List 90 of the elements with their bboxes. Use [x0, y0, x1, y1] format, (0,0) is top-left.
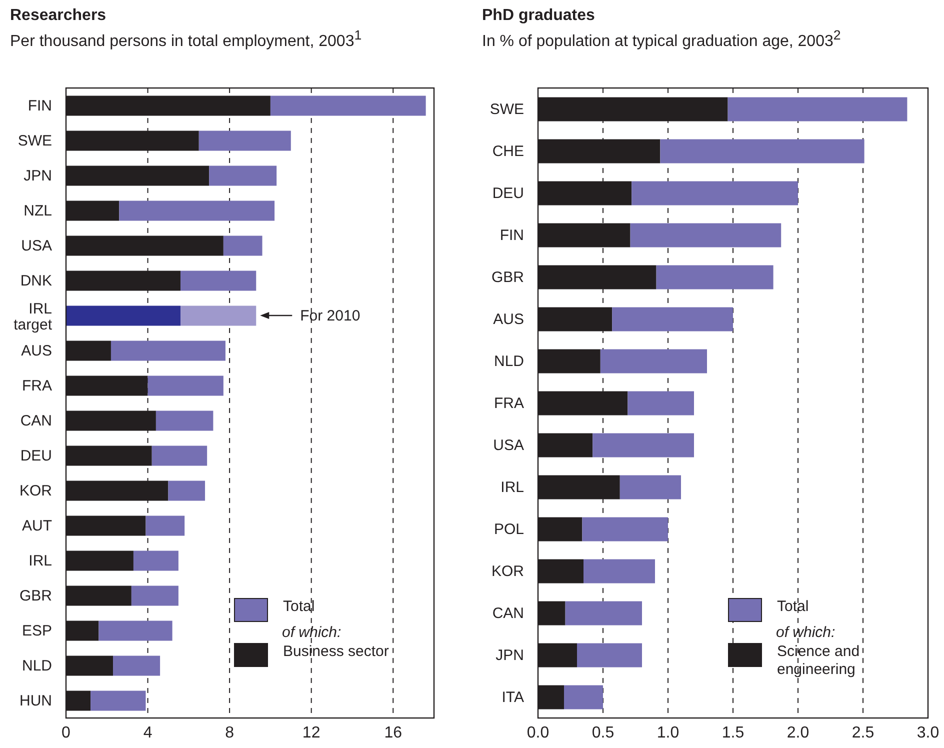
bar [223, 236, 262, 256]
y-tick-label: FIN [28, 98, 52, 114]
y-tick-label: ITA [502, 689, 524, 706]
y-tick-label: USA [493, 437, 524, 454]
y-tick-label: DNK [20, 272, 52, 290]
y-tick-label: CHE [492, 143, 524, 160]
x-tick-label: 4 [143, 724, 152, 742]
y-tick-label: KOR [491, 563, 524, 580]
bar [565, 601, 642, 626]
y-tick-label: FRA [22, 378, 52, 394]
y-tick-label: FRA [494, 395, 524, 412]
y-tick-label: IRL [500, 479, 524, 496]
bar [152, 446, 208, 466]
y-tick-label: NZL [24, 202, 52, 220]
y-tick-label: AUS [21, 342, 52, 360]
y-tick-label: DEU [20, 448, 52, 464]
bar [198, 130, 291, 151]
y-tick-label: IRL [28, 552, 52, 570]
bar [180, 270, 256, 291]
bar [168, 480, 206, 501]
bar [90, 690, 146, 711]
bar [133, 550, 178, 571]
bar [660, 139, 864, 164]
y-tick-label: CAN [20, 412, 52, 430]
bar [98, 620, 172, 641]
y-tick-label: GBR [19, 588, 52, 604]
y-tick-label: JPN [496, 647, 524, 664]
x-tick-label: 1.0 [656, 724, 680, 742]
bar [270, 96, 426, 116]
legend-label: Business sector [283, 643, 390, 661]
bar [180, 306, 256, 326]
bar [113, 656, 160, 676]
y-tick-label: AUT [22, 518, 52, 534]
bar [156, 410, 214, 431]
y-tick-label: JPN [24, 168, 52, 184]
y-tick-label: NLD [494, 353, 524, 370]
x-tick-label: 2.5 [852, 724, 874, 742]
bar [209, 166, 277, 186]
x-tick-label: 1.5 [722, 724, 744, 742]
y-tick-label: NLD [22, 658, 52, 674]
y-tick-label: FIN [500, 227, 524, 244]
y-tick-label: CAN [492, 605, 524, 622]
y-tick-label: AUS [493, 311, 524, 328]
x-tick-label: 16 [384, 724, 402, 742]
chart-title: PhD graduates [482, 7, 595, 24]
bar [632, 181, 798, 206]
y-tick-label: DEU [492, 185, 524, 202]
bar [630, 223, 782, 248]
x-tick-label: 12 [302, 724, 320, 742]
bar [656, 265, 774, 290]
bar [628, 391, 694, 416]
y-tick-label: HUN [20, 692, 52, 710]
annotation: For 2010 [300, 308, 360, 324]
bar [612, 307, 733, 332]
y-tick-label: GBR [491, 269, 524, 286]
bar [620, 475, 681, 500]
annotation: of which: [282, 624, 342, 641]
x-tick-label: 0.0 [526, 724, 550, 742]
bar [584, 559, 655, 584]
bar [577, 643, 642, 668]
y-tick-label: POL [494, 521, 524, 538]
legend-label: Total [777, 598, 810, 616]
y-tick-label: SWE [18, 132, 52, 150]
bar [146, 516, 185, 536]
y-tick-label: USA [21, 238, 52, 254]
legend-label: Total [283, 598, 316, 616]
y-tick-label: SWE [490, 101, 524, 118]
x-tick-label: 0.5 [592, 724, 614, 742]
y-tick-label: KOR [19, 482, 52, 500]
annotation: of which: [776, 624, 836, 641]
x-tick-label: 3.0 [916, 724, 940, 742]
bar [119, 200, 275, 221]
x-tick-label: 2.0 [786, 724, 810, 742]
bar [564, 685, 603, 710]
bar [592, 433, 694, 458]
bar [728, 97, 908, 122]
bar [66, 306, 180, 326]
x-tick-label: 0 [62, 724, 71, 742]
chart-subtitle: In % of population at typical graduation age, 2003$^{2}$ [482, 28, 841, 50]
x-tick-label: 8 [225, 724, 234, 742]
y-tick-label: ESP [22, 622, 52, 640]
bar [131, 586, 178, 606]
y-tick-label: IRL target [14, 300, 53, 334]
bar [600, 349, 707, 374]
chart-title: Researchers [10, 7, 106, 24]
chart-subtitle: Per thousand persons in total employment, 2003$^{1}$ [10, 28, 362, 50]
bar [110, 340, 226, 361]
bar [582, 517, 668, 542]
bar [148, 376, 224, 396]
legend-label: Science and engineering [777, 643, 861, 679]
